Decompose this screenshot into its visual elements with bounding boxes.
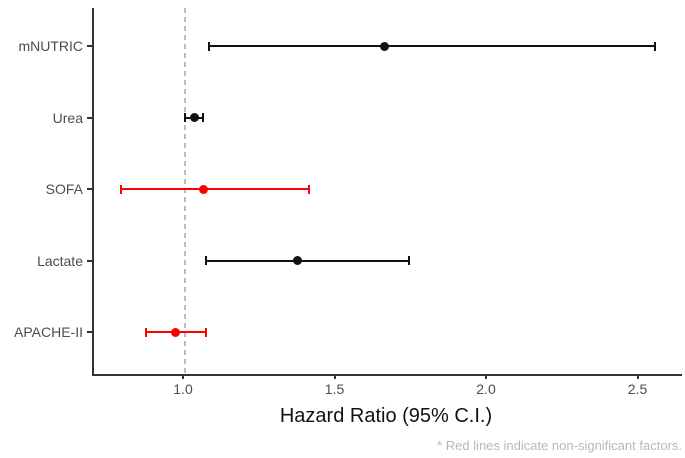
ci-cap-right-urea (202, 113, 205, 123)
category-label-urea: Urea (52, 109, 83, 126)
ci-cap-left-lactate (205, 256, 208, 266)
y-tick-apache-ii (87, 331, 92, 334)
point-dot-mnutric (380, 41, 390, 51)
y-tick-lactate (87, 259, 92, 262)
point-dot-apache-ii (171, 327, 181, 337)
ci-cap-left-mnutric (208, 41, 211, 51)
x-tick-label-2.0: 2.0 (476, 381, 496, 397)
y-tick-urea (87, 116, 92, 119)
x-tick-2.0 (485, 374, 487, 379)
point-dot-sofa (198, 184, 208, 194)
ci-cap-left-sofa (120, 184, 123, 194)
x-tick-2.5 (636, 374, 639, 379)
x-axis-title: Hazard Ratio (95% C.I.) (279, 405, 493, 427)
ci-line-sofa (121, 188, 310, 191)
category-label-lactate: Lactate (37, 252, 83, 269)
x-tick-1.0 (182, 374, 184, 379)
ci-cap-right-lactate (408, 256, 411, 266)
ci-cap-right-sofa (308, 184, 311, 194)
x-tick-1.5 (333, 374, 336, 379)
x-tick-label-2.5: 2.5 (627, 381, 648, 397)
x-tick-label-1.0: 1.0 (173, 381, 193, 397)
point-dot-urea (189, 113, 199, 123)
ci-line-lactate (206, 259, 410, 262)
ci-cap-right-apache-ii (205, 327, 208, 337)
category-label-mnutric: mNUTRIC (18, 38, 83, 54)
ci-line-mnutric (209, 45, 655, 47)
x-tick-label-1.5: 1.5 (324, 381, 345, 397)
point-dot-lactate (292, 256, 302, 266)
reference-line (184, 8, 186, 374)
category-label-sofa: SOFA (45, 181, 83, 198)
y-tick-mnutric (87, 45, 92, 47)
ci-cap-left-urea (184, 113, 186, 123)
caption-note: * Red lines indicate non-significant fac… (437, 438, 682, 453)
ci-cap-right-mnutric (653, 41, 656, 51)
ci-cap-left-apache-ii (144, 327, 147, 337)
plot-panel (92, 8, 682, 376)
y-tick-sofa (87, 188, 92, 191)
category-label-apache-ii: APACHE-II (14, 324, 83, 341)
